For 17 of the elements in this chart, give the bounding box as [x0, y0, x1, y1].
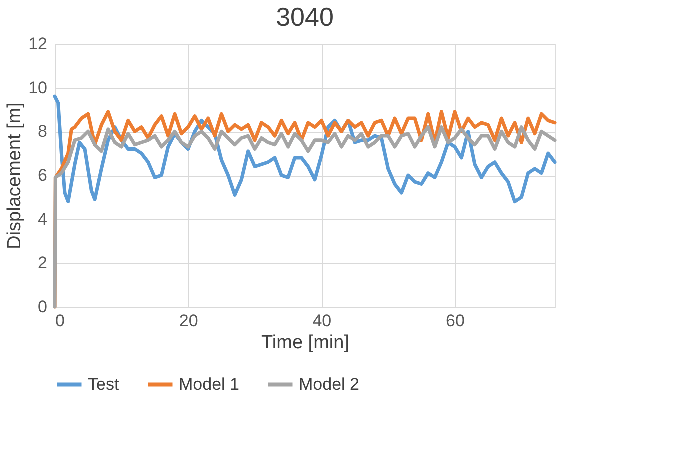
y-tick-label: 8	[38, 122, 48, 142]
legend-label: Model 2	[299, 374, 360, 394]
y-tick-label: 12	[28, 34, 48, 54]
legend-label: Model 1	[179, 374, 240, 394]
x-tick-label: 60	[446, 312, 465, 330]
x-tick-label: 20	[179, 312, 198, 330]
y-axis-title: Displacement [m]	[4, 102, 26, 250]
x-tick-label: 0	[56, 312, 65, 330]
y-tick-label: 10	[28, 78, 48, 98]
y-tick-label: 2	[38, 254, 48, 273]
x-tick-label: 40	[312, 312, 332, 330]
y-tick-label: 0	[38, 298, 48, 316]
chart-title: 3040	[276, 2, 334, 32]
y-tick-label: 6	[38, 166, 48, 185]
x-axis-title: Time [min]	[262, 332, 350, 354]
legend-label: Test	[88, 374, 120, 394]
y-tick-label: 4	[38, 210, 48, 229]
